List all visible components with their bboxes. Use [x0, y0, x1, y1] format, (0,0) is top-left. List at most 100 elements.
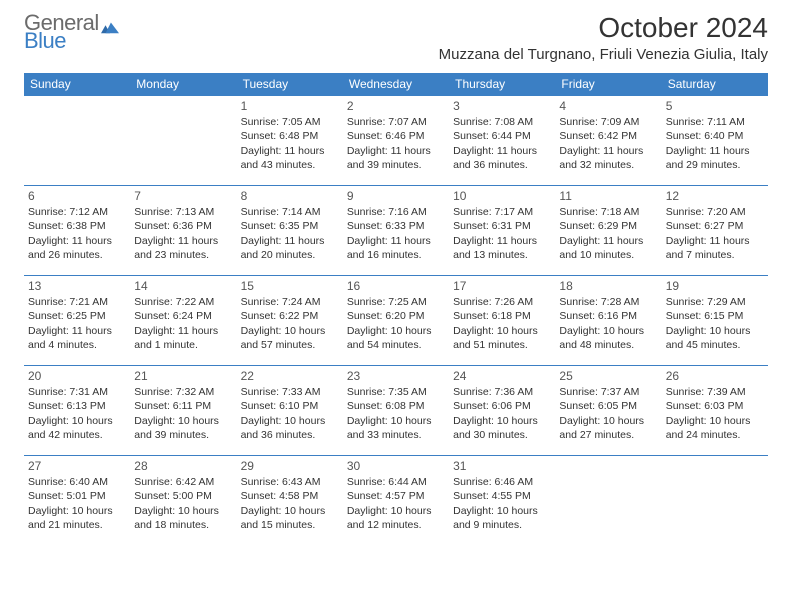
daylight-line: and 29 minutes.	[666, 158, 764, 172]
day-header-tuesday: Tuesday	[237, 73, 343, 96]
sunset-line: Sunset: 6:15 PM	[666, 309, 764, 323]
day-cell: 25Sunrise: 7:37 AMSunset: 6:05 PMDayligh…	[555, 366, 661, 456]
sunrise-line: Sunrise: 6:43 AM	[241, 475, 339, 489]
sunrise-line: Sunrise: 6:46 AM	[453, 475, 551, 489]
daylight-line: Daylight: 11 hours	[666, 234, 764, 248]
sunrise-line: Sunrise: 7:32 AM	[134, 385, 232, 399]
daylight-line: and 57 minutes.	[241, 338, 339, 352]
sunrise-line: Sunrise: 7:37 AM	[559, 385, 657, 399]
sunrise-line: Sunrise: 7:24 AM	[241, 295, 339, 309]
day-header-sunday: Sunday	[24, 73, 130, 96]
sunset-line: Sunset: 6:25 PM	[28, 309, 126, 323]
daylight-line: Daylight: 11 hours	[559, 144, 657, 158]
sunrise-line: Sunrise: 7:39 AM	[666, 385, 764, 399]
daylight-line: and 48 minutes.	[559, 338, 657, 352]
day-header-thursday: Thursday	[449, 73, 555, 96]
day-cell: 8Sunrise: 7:14 AMSunset: 6:35 PMDaylight…	[237, 186, 343, 276]
daylight-line: and 9 minutes.	[453, 518, 551, 532]
empty-cell	[130, 96, 236, 186]
day-cell: 30Sunrise: 6:44 AMSunset: 4:57 PMDayligh…	[343, 456, 449, 546]
sunset-line: Sunset: 5:00 PM	[134, 489, 232, 503]
sunrise-line: Sunrise: 7:09 AM	[559, 115, 657, 129]
daylight-line: and 26 minutes.	[28, 248, 126, 262]
day-cell: 18Sunrise: 7:28 AMSunset: 6:16 PMDayligh…	[555, 276, 661, 366]
day-number: 20	[28, 368, 126, 384]
sunrise-line: Sunrise: 7:05 AM	[241, 115, 339, 129]
daylight-line: and 39 minutes.	[347, 158, 445, 172]
day-cell: 10Sunrise: 7:17 AMSunset: 6:31 PMDayligh…	[449, 186, 555, 276]
month-title: October 2024	[439, 12, 768, 44]
daylight-line: and 4 minutes.	[28, 338, 126, 352]
sunrise-line: Sunrise: 7:26 AM	[453, 295, 551, 309]
sunset-line: Sunset: 5:01 PM	[28, 489, 126, 503]
day-number: 27	[28, 458, 126, 474]
daylight-line: and 1 minute.	[134, 338, 232, 352]
day-cell: 1Sunrise: 7:05 AMSunset: 6:48 PMDaylight…	[237, 96, 343, 186]
sunset-line: Sunset: 6:46 PM	[347, 129, 445, 143]
sunrise-line: Sunrise: 7:12 AM	[28, 205, 126, 219]
daylight-line: Daylight: 10 hours	[134, 414, 232, 428]
daylight-line: Daylight: 11 hours	[28, 324, 126, 338]
sunrise-line: Sunrise: 7:21 AM	[28, 295, 126, 309]
sunrise-line: Sunrise: 7:35 AM	[347, 385, 445, 399]
day-cell: 3Sunrise: 7:08 AMSunset: 6:44 PMDaylight…	[449, 96, 555, 186]
day-number: 15	[241, 278, 339, 294]
daylight-line: Daylight: 11 hours	[241, 234, 339, 248]
daylight-line: Daylight: 10 hours	[241, 414, 339, 428]
sunset-line: Sunset: 6:10 PM	[241, 399, 339, 413]
sunrise-line: Sunrise: 7:33 AM	[241, 385, 339, 399]
day-cell: 17Sunrise: 7:26 AMSunset: 6:18 PMDayligh…	[449, 276, 555, 366]
header: GeneralBlue October 2024 Muzzana del Tur…	[0, 0, 792, 67]
empty-cell	[555, 456, 661, 546]
sunset-line: Sunset: 6:16 PM	[559, 309, 657, 323]
daylight-line: Daylight: 10 hours	[453, 324, 551, 338]
daylight-line: and 27 minutes.	[559, 428, 657, 442]
sunset-line: Sunset: 6:29 PM	[559, 219, 657, 233]
day-number: 3	[453, 98, 551, 114]
day-number: 21	[134, 368, 232, 384]
daylight-line: and 39 minutes.	[134, 428, 232, 442]
day-cell: 14Sunrise: 7:22 AMSunset: 6:24 PMDayligh…	[130, 276, 236, 366]
daylight-line: and 54 minutes.	[347, 338, 445, 352]
day-number: 29	[241, 458, 339, 474]
daylight-line: Daylight: 11 hours	[666, 144, 764, 158]
day-cell: 13Sunrise: 7:21 AMSunset: 6:25 PMDayligh…	[24, 276, 130, 366]
day-header-friday: Friday	[555, 73, 661, 96]
sunset-line: Sunset: 6:31 PM	[453, 219, 551, 233]
daylight-line: Daylight: 11 hours	[28, 234, 126, 248]
day-cell: 2Sunrise: 7:07 AMSunset: 6:46 PMDaylight…	[343, 96, 449, 186]
daylight-line: and 51 minutes.	[453, 338, 551, 352]
sunset-line: Sunset: 6:03 PM	[666, 399, 764, 413]
location: Muzzana del Turgnano, Friuli Venezia Giu…	[439, 46, 768, 63]
day-number: 8	[241, 188, 339, 204]
sunset-line: Sunset: 6:42 PM	[559, 129, 657, 143]
daylight-line: and 42 minutes.	[28, 428, 126, 442]
sunrise-line: Sunrise: 7:28 AM	[559, 295, 657, 309]
sunset-line: Sunset: 6:05 PM	[559, 399, 657, 413]
daylight-line: and 10 minutes.	[559, 248, 657, 262]
daylight-line: and 15 minutes.	[241, 518, 339, 532]
daylight-line: Daylight: 10 hours	[347, 414, 445, 428]
day-number: 16	[347, 278, 445, 294]
week-row: 6Sunrise: 7:12 AMSunset: 6:38 PMDaylight…	[24, 186, 768, 276]
sunrise-line: Sunrise: 7:22 AM	[134, 295, 232, 309]
daylight-line: and 30 minutes.	[453, 428, 551, 442]
day-number: 31	[453, 458, 551, 474]
sunrise-line: Sunrise: 7:11 AM	[666, 115, 764, 129]
sunrise-line: Sunrise: 7:36 AM	[453, 385, 551, 399]
day-number: 7	[134, 188, 232, 204]
day-cell: 9Sunrise: 7:16 AMSunset: 6:33 PMDaylight…	[343, 186, 449, 276]
day-number: 10	[453, 188, 551, 204]
sunrise-line: Sunrise: 7:14 AM	[241, 205, 339, 219]
sunset-line: Sunset: 6:20 PM	[347, 309, 445, 323]
day-cell: 23Sunrise: 7:35 AMSunset: 6:08 PMDayligh…	[343, 366, 449, 456]
day-cell: 20Sunrise: 7:31 AMSunset: 6:13 PMDayligh…	[24, 366, 130, 456]
title-block: October 2024 Muzzana del Turgnano, Friul…	[439, 12, 768, 63]
day-number: 25	[559, 368, 657, 384]
day-cell: 21Sunrise: 7:32 AMSunset: 6:11 PMDayligh…	[130, 366, 236, 456]
day-number: 24	[453, 368, 551, 384]
sunset-line: Sunset: 6:11 PM	[134, 399, 232, 413]
day-cell: 15Sunrise: 7:24 AMSunset: 6:22 PMDayligh…	[237, 276, 343, 366]
day-number: 4	[559, 98, 657, 114]
day-number: 1	[241, 98, 339, 114]
